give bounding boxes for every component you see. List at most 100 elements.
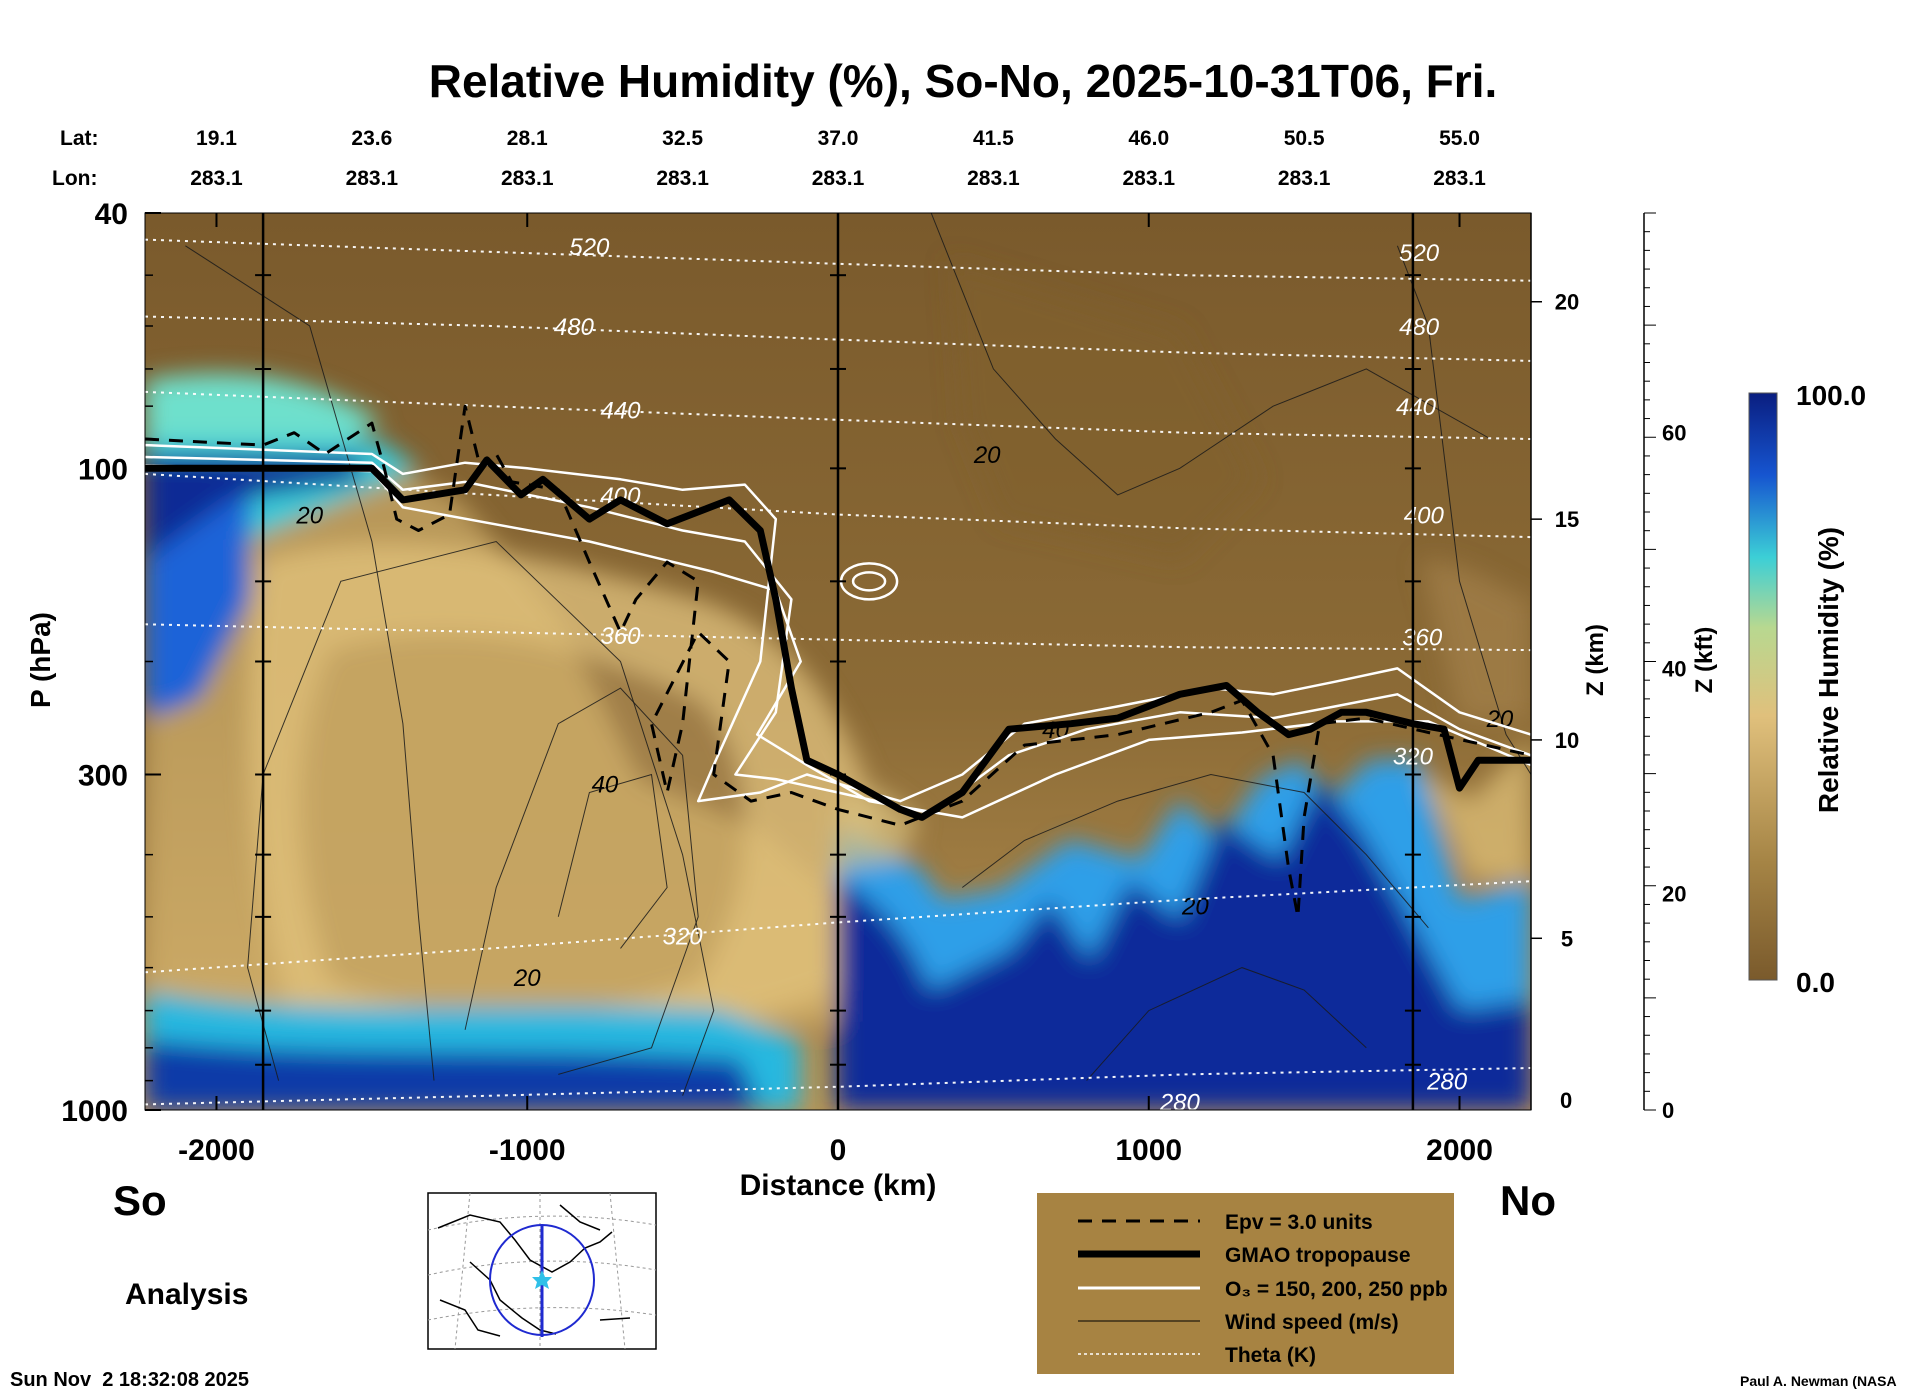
- chart-title: Relative Humidity (%), So-No, 2025-10-31…: [429, 55, 1498, 107]
- ozone-line: [145, 464, 1531, 819]
- z-km-tick-label: 0: [1560, 1088, 1572, 1113]
- lat-tick-label: 28.1: [507, 127, 548, 150]
- theta-label: 520: [1399, 240, 1440, 267]
- lon-tick-label: 283.1: [1278, 167, 1331, 190]
- credit: Paul A. Newman (NASA: [1740, 1373, 1897, 1389]
- lat-tick-label: 19.1: [196, 127, 237, 150]
- lon-tick-label: 283.1: [346, 167, 399, 190]
- inset-map: [427, 1192, 657, 1350]
- wind-speed-line: [1086, 967, 1367, 1081]
- legend-label-epv: Epv = 3.0 units: [1225, 1211, 1373, 1234]
- theta-label: 440: [600, 398, 641, 425]
- legend-label-theta: Theta (K): [1225, 1344, 1316, 1367]
- theta-label: 480: [1399, 314, 1440, 341]
- colorbar-min-label: 0.0: [1796, 967, 1835, 998]
- lon-tick-label: 283.1: [501, 167, 554, 190]
- x-tick-label: 1000: [1115, 1134, 1182, 1167]
- y-axis-label: P (hPa): [25, 612, 56, 708]
- z-kft-tick-label: 40: [1662, 656, 1686, 681]
- z-km-tick-label: 10: [1555, 728, 1579, 753]
- x-tick-label: -2000: [178, 1134, 255, 1167]
- lon-tick-label: 283.1: [190, 167, 243, 190]
- wind-speed-label: 20: [973, 442, 1001, 469]
- ozone-line: [851, 571, 887, 592]
- z-km-tick-label: 20: [1555, 290, 1579, 315]
- rh-saturated-region: [145, 1040, 760, 1110]
- ozone-contours: [145, 443, 1531, 819]
- lat-row-label: Lat:: [60, 127, 99, 150]
- rh-saturated-region: [145, 455, 360, 560]
- lon-tick-label: 283.1: [1433, 167, 1486, 190]
- rh-dry-region: [950, 260, 1260, 560]
- x-tick-label: -1000: [489, 1134, 566, 1167]
- theta-label: 320: [663, 924, 704, 951]
- lat-tick-label: 55.0: [1439, 127, 1480, 150]
- legend-label-ozone: O₃ = 150, 200, 250 ppb: [1225, 1278, 1448, 1301]
- south-label: So: [113, 1177, 167, 1224]
- x-axis: -2000 -1000 0 1000 2000: [178, 213, 1493, 1167]
- y-tick-label: 40: [95, 198, 128, 231]
- wind-speed-line: [930, 213, 1491, 496]
- x-axis-label: Distance (km): [740, 1169, 937, 1202]
- wind-speed-line: [1396, 245, 1531, 775]
- x-tick-label: 2000: [1426, 1134, 1493, 1167]
- z-km-axis-label: Z (km): [1582, 624, 1609, 696]
- colorbar-max-label: 100.0: [1796, 380, 1866, 411]
- theta-label: 280: [1159, 1090, 1201, 1117]
- lat-lon-header: Lat: Lon: 19.1 283.1 23.6 283.1 28.1 283.1 32.5 2…: [52, 127, 1486, 190]
- vertical-reference-lines: [255, 213, 1421, 1110]
- rh-moist-region: [1420, 740, 1531, 880]
- lat-tick-label: 50.5: [1284, 127, 1325, 150]
- wind-speed-label: 40: [592, 772, 619, 799]
- rh-moist-region: [145, 430, 860, 1040]
- lon-row-label: Lon:: [52, 167, 97, 190]
- lon-tick-label: 283.1: [967, 167, 1020, 190]
- lat-tick-label: 37.0: [818, 127, 859, 150]
- theta-label: 360: [1402, 625, 1443, 652]
- wind-speed-line: [464, 687, 699, 1075]
- z-kft-tick-label: 0: [1662, 1098, 1674, 1123]
- lon-tick-label: 283.1: [1122, 167, 1175, 190]
- lon-tick-label: 283.1: [812, 167, 865, 190]
- lat-tick-label: 41.5: [973, 127, 1014, 150]
- star-icon: [532, 1270, 552, 1289]
- epv-contours: [145, 404, 1531, 919]
- z-kft-tick-label: 60: [1662, 421, 1686, 446]
- rh-saturated-region: [836, 780, 1531, 1110]
- legend-label-wind: Wind speed (m/s): [1225, 1311, 1399, 1334]
- wind-speed-label: 20: [295, 502, 323, 529]
- analysis-label: Analysis: [125, 1278, 248, 1311]
- legend-box: [1037, 1193, 1454, 1374]
- wind-speed-line: [961, 773, 1429, 929]
- timestamp: Sun Nov 2 18:32:08 2025: [10, 1369, 249, 1391]
- lat-tick-label: 32.5: [662, 127, 703, 150]
- rh-field: [145, 260, 1531, 1110]
- lon-tick-label: 283.1: [656, 167, 709, 190]
- legend: Epv = 3.0 units GMAO tropopause O₃ = 150…: [1037, 1193, 1454, 1374]
- legend-label-tropopause: GMAO tropopause: [1225, 1244, 1411, 1267]
- theta-label: 440: [1396, 394, 1437, 421]
- wind-speed-line: [185, 245, 435, 1081]
- wind-speed-line: [557, 773, 668, 949]
- wind-speed-label: 20: [1181, 893, 1209, 920]
- ozone-line: [145, 443, 1531, 803]
- z-kft-axis: 0 20 40 60 Z (kft): [1643, 212, 1718, 1123]
- y-tick-label: 300: [78, 759, 128, 792]
- z-kft-tick-label: 20: [1662, 882, 1686, 907]
- theta-label: 480: [554, 314, 595, 341]
- z-km-tick-label: 5: [1561, 926, 1573, 951]
- wind-speed-label: 20: [513, 965, 541, 992]
- rh-dry-region: [1420, 560, 1531, 720]
- theta-label: 400: [1404, 502, 1445, 529]
- gmao-tropopause-line: [145, 456, 1531, 821]
- wind-speed-line: [247, 540, 715, 1096]
- theta-label: 360: [600, 623, 641, 650]
- theta-label: 520: [569, 234, 610, 261]
- ozone-line: [145, 455, 1531, 815]
- y-tick-label: 1000: [61, 1095, 128, 1128]
- north-label: No: [1500, 1177, 1556, 1224]
